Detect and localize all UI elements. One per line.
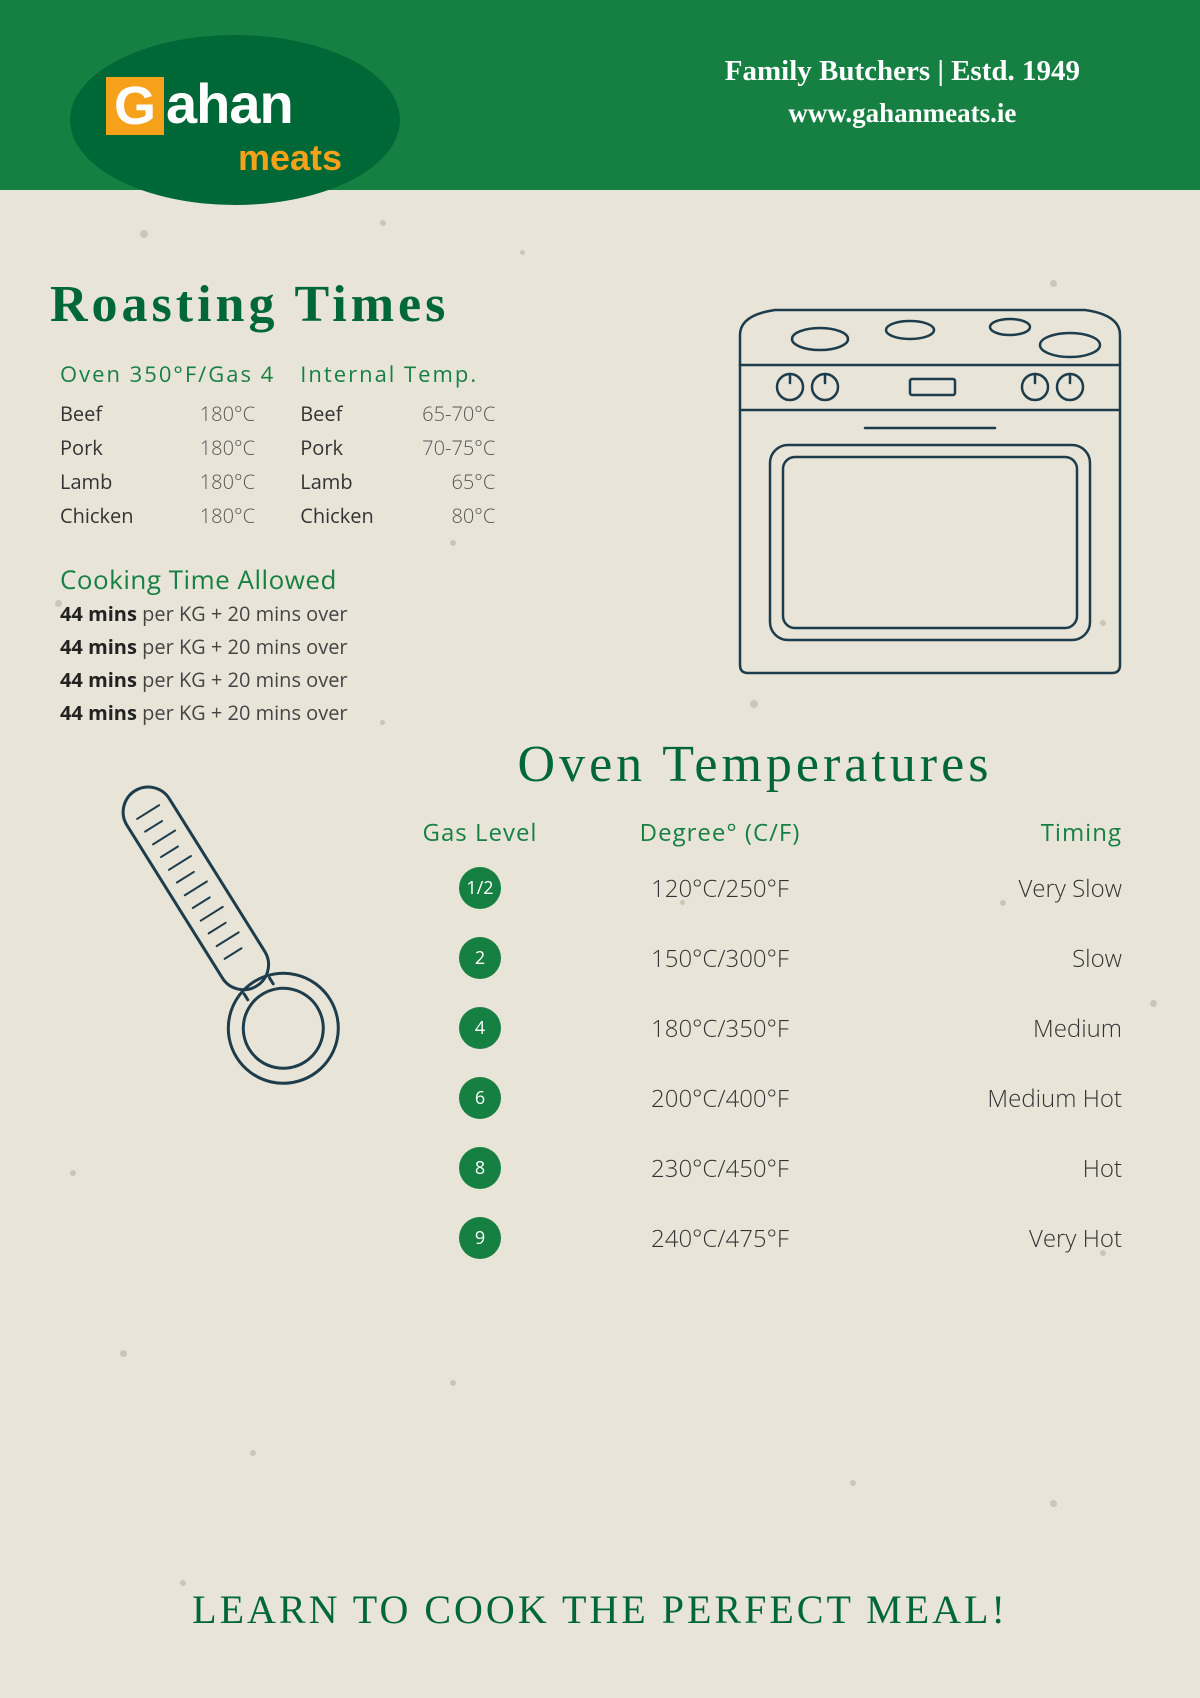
roasting-oven-row: Lamb 180°C (60, 465, 255, 499)
gas-level-cell: 9 (380, 1217, 580, 1259)
oven-illustration (715, 295, 1145, 685)
meat-name: Lamb (300, 465, 352, 499)
thermometer-illustration (70, 750, 380, 1120)
cooking-time-row: 44 mins per KG + 20 mins over (60, 696, 1140, 729)
degree-cell: 200°C/400°F (580, 1082, 860, 1115)
gas-level-badge: 9 (459, 1217, 501, 1259)
timing-cell: Medium (860, 1012, 1130, 1045)
footer-tagline: LEARN TO COOK THE PERFECT MEAL! (0, 1586, 1200, 1633)
roasting-internal-col: Internal Temp. Beef65-70°CPork70-75°CLam… (300, 359, 495, 533)
logo-meats-text: meats (238, 137, 342, 179)
roasting-internal-row: Beef 65-70°C (300, 397, 495, 431)
meat-name: Pork (60, 431, 103, 465)
internal-temp: 70-75°C (422, 431, 495, 465)
logo-g-box: G (106, 77, 164, 135)
internal-temp: 80°C (451, 499, 495, 533)
roasting-internal-row: Lamb 65°C (300, 465, 495, 499)
timing-cell: Very Hot (860, 1222, 1130, 1255)
cooking-time-bold: 44 mins (60, 699, 137, 726)
gas-level-badge: 2 (459, 937, 501, 979)
gas-level-badge: 4 (459, 1007, 501, 1049)
cooking-time-rest: per KG + 20 mins over (137, 699, 348, 726)
header-url: www.gahanmeats.ie (725, 98, 1080, 129)
timing-cell: Medium Hot (860, 1082, 1130, 1115)
oven-temp-row: 2 150°C/300°FSlow (380, 937, 1130, 979)
cooking-time-rest: per KG + 20 mins over (137, 666, 348, 693)
meat-name: Pork (300, 431, 343, 465)
oven-temp: 180°C (200, 397, 255, 431)
degree-cell: 180°C/350°F (580, 1012, 860, 1045)
timing-cell: Very Slow (860, 872, 1130, 905)
degree-cell: 230°C/450°F (580, 1152, 860, 1185)
oven-temp-row: 6 200°C/400°FMedium Hot (380, 1077, 1130, 1119)
oven-temp-row: 8 230°C/450°FHot (380, 1147, 1130, 1189)
gas-level-cell: 1/2 (380, 867, 580, 909)
header-degree: Degree° (C/F) (580, 816, 860, 849)
oven-col-header: Oven 350°F/Gas 4 (60, 359, 275, 389)
cooking-time-bold: 44 mins (60, 600, 137, 627)
oven-temp-row: 9 240°C/475°FVery Hot (380, 1217, 1130, 1259)
oven-temp: 180°C (200, 431, 255, 465)
header-tagline: Family Butchers | Estd. 1949 (725, 55, 1080, 88)
roasting-oven-row: Pork 180°C (60, 431, 255, 465)
gas-level-badge: 6 (459, 1077, 501, 1119)
roasting-oven-row: Beef 180°C (60, 397, 255, 431)
oven-temps-header-row: Gas Level Degree° (C/F) Timing (380, 816, 1130, 849)
roasting-oven-col: Oven 350°F/Gas 4 Beef 180°C Pork 180°C Lamb 1… (60, 359, 275, 533)
oven-temps-section: Oven Temperatures Gas Level Degree° (C/F… (380, 735, 1130, 1287)
cooking-time-bold: 44 mins (60, 666, 137, 693)
gas-level-cell: 8 (380, 1147, 580, 1189)
logo-g-letter: G (114, 79, 156, 133)
meat-name: Lamb (60, 465, 112, 499)
cooking-time-rest: per KG + 20 mins over (137, 600, 348, 627)
header-gas-level: Gas Level (380, 816, 580, 849)
oven-temp-row: 4 180°C/350°FMedium (380, 1007, 1130, 1049)
degree-cell: 120°C/250°F (580, 872, 860, 905)
oven-temp-row: 1/2 120°C/250°FVery Slow (380, 867, 1130, 909)
timing-cell: Slow (860, 942, 1130, 975)
logo-ahan-text: ahan (166, 71, 293, 136)
oven-temps-title: Oven Temperatures (380, 735, 1130, 794)
cooking-time-rest: per KG + 20 mins over (137, 633, 348, 660)
meat-name: Chicken (300, 499, 374, 533)
meat-name: Beef (300, 397, 342, 431)
degree-cell: 240°C/475°F (580, 1222, 860, 1255)
gas-level-badge: 8 (459, 1147, 501, 1189)
logo: G ahan meats (70, 35, 400, 205)
roasting-oven-row: Chicken 180°C (60, 499, 255, 533)
gas-level-cell: 4 (380, 1007, 580, 1049)
meat-name: Beef (60, 397, 102, 431)
timing-cell: Hot (860, 1152, 1130, 1185)
header-timing: Timing (860, 816, 1130, 849)
gas-level-badge: 1/2 (459, 867, 501, 909)
oven-temps-table: Gas Level Degree° (C/F) Timing 1/2 120°C/… (380, 816, 1130, 1259)
gas-level-cell: 6 (380, 1077, 580, 1119)
internal-col-header: Internal Temp. (300, 359, 495, 389)
internal-temp: 65-70°C (422, 397, 495, 431)
meat-name: Chicken (60, 499, 134, 533)
oven-temp: 180°C (200, 499, 255, 533)
header: G ahan meats Family Butchers | Estd. 194… (0, 0, 1200, 190)
cooking-time-bold: 44 mins (60, 633, 137, 660)
header-text: Family Butchers | Estd. 1949 www.gahanme… (725, 55, 1080, 129)
roasting-internal-row: Pork 70-75°C (300, 431, 495, 465)
degree-cell: 150°C/300°F (580, 942, 860, 975)
gas-level-cell: 2 (380, 937, 580, 979)
oven-temp: 180°C (200, 465, 255, 499)
internal-temp: 65°C (451, 465, 495, 499)
roasting-internal-row: Chicken 80°C (300, 499, 495, 533)
